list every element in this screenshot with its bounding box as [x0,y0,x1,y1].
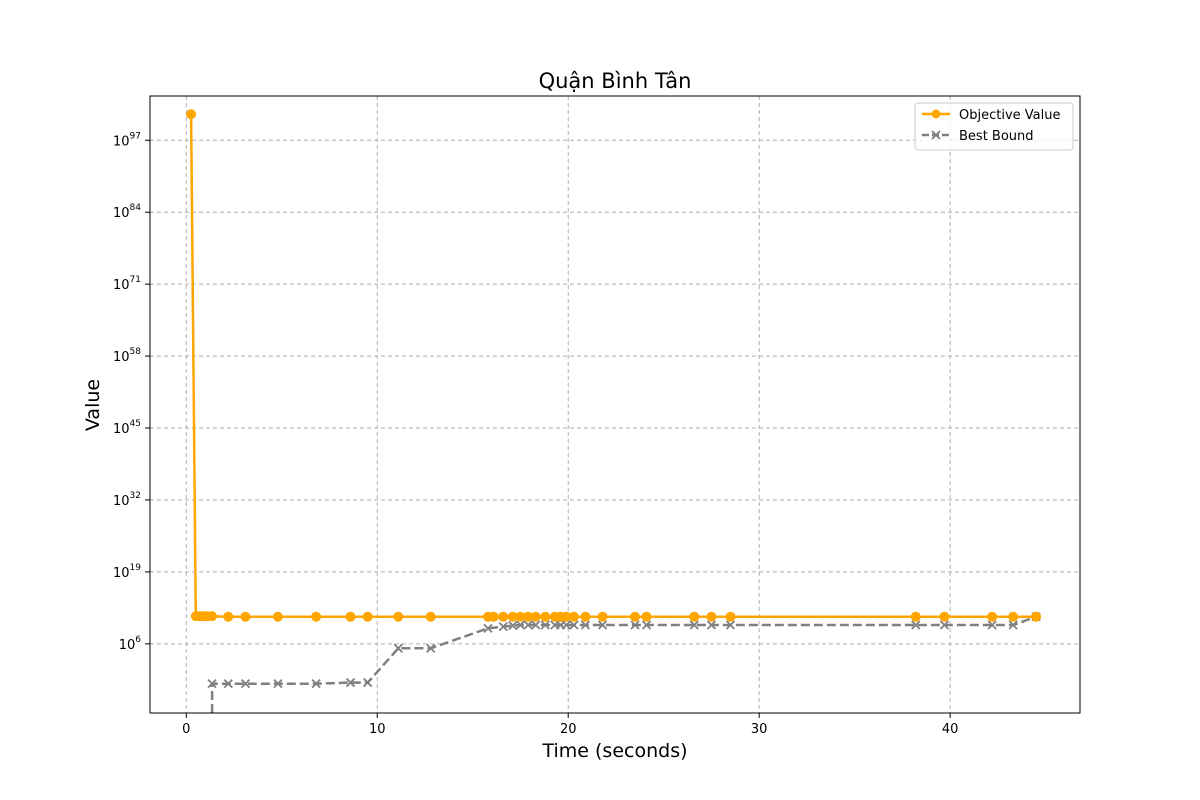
best-bound-point [498,622,508,632]
objective-value-point [706,611,717,622]
objective-value-point [207,611,218,622]
best-bound-point [1008,620,1018,630]
objective-value-point [597,611,608,622]
best-bound-point [725,620,736,630]
y-axis-title: Value [82,379,104,431]
legend-label: Best Bound [959,129,1034,144]
best-bound-point [987,620,997,630]
best-bound-series [207,612,1041,713]
objective-value-point [689,611,700,622]
x-tick-label: 20 [560,722,577,737]
best-bound-point [207,679,217,689]
objective-value-point [540,611,551,622]
y-tick-label: 1019 [113,563,141,581]
best-bound-point [363,677,373,688]
legend: Objective Value Best Bound [914,102,1074,151]
x-axis-title: Time (seconds) [541,740,687,762]
best-bound-point [706,620,717,630]
best-bound-point [597,620,608,630]
best-bound-point [540,620,550,630]
best-bound-point [273,679,283,689]
objective-value-point [725,611,736,622]
y-tick-label: 1032 [113,491,141,509]
grid [150,96,1080,713]
y-tick-label: 1058 [113,347,141,365]
x-tick-label: 30 [751,722,768,737]
objective-value-point [910,611,921,622]
best-bound-point [523,620,533,630]
best-bound-point [508,620,518,631]
objective-value-point [498,611,509,622]
objective-value-point [630,611,641,622]
legend-swatch-marker [931,130,941,140]
best-bound-point [641,620,652,630]
objective-value-point [311,611,322,622]
best-bound-point [311,679,321,689]
legend-label: Objective Value [959,108,1060,123]
best-bound-point [483,623,493,633]
x-tick-label: 10 [369,722,386,737]
best-bound-point [561,620,571,630]
best-bound-point [939,620,950,630]
best-bound-point [223,679,233,689]
chart-title: Quận Bình Tân [539,69,692,93]
best-bound-point [393,643,403,653]
objective-value-point [939,611,950,622]
objective-value-point [1031,611,1042,622]
objective-value-point [186,109,197,120]
objective-value-series [186,109,1042,622]
best-bound-point [426,643,436,653]
x-tick-label: 40 [942,722,959,737]
objective-value-point [1008,611,1019,622]
objective-value-point [580,611,591,622]
objective-value-point [240,611,251,622]
objective-value-point [987,611,998,622]
objective-value-point [568,611,579,622]
legend-box [914,102,1074,151]
objective-value-point [223,611,234,622]
y-tick-label: 1071 [113,275,141,293]
axis-ticks: 0 10 20 30 40 106 1019 1032 1045 1058 1071 1084 1097 [113,131,958,737]
objective-value-point [393,611,404,622]
best-bound-point [689,620,699,630]
best-bound-point [515,620,526,630]
series-layer [186,109,1042,713]
legend-swatch-marker [931,109,941,119]
y-tick-label: 106 [119,635,142,653]
best-bound-point [630,620,640,630]
objective-value-point [488,611,499,622]
objective-value-point [345,611,356,622]
objective-value-point [362,611,373,622]
best-bound-point [240,679,251,689]
legend-entry-objective-value: Objective Value [922,108,1060,123]
objective-value-point [530,611,541,622]
objective-value-point [272,611,283,622]
objective-value-point [425,611,436,622]
best-bound-point [911,620,921,630]
legend-entry-best-bound: Best Bound [922,129,1034,144]
plot-area-frame [149,95,1081,714]
best-bound-point [345,677,356,688]
best-bound-point [569,620,579,630]
best-bound-point [580,620,591,630]
y-tick-label: 1084 [113,203,141,221]
objective-value-point [641,611,652,622]
x-tick-label: 0 [182,722,190,737]
y-tick-label: 1045 [113,419,141,437]
y-tick-label: 1097 [113,131,141,149]
best-bound-point [531,620,541,630]
